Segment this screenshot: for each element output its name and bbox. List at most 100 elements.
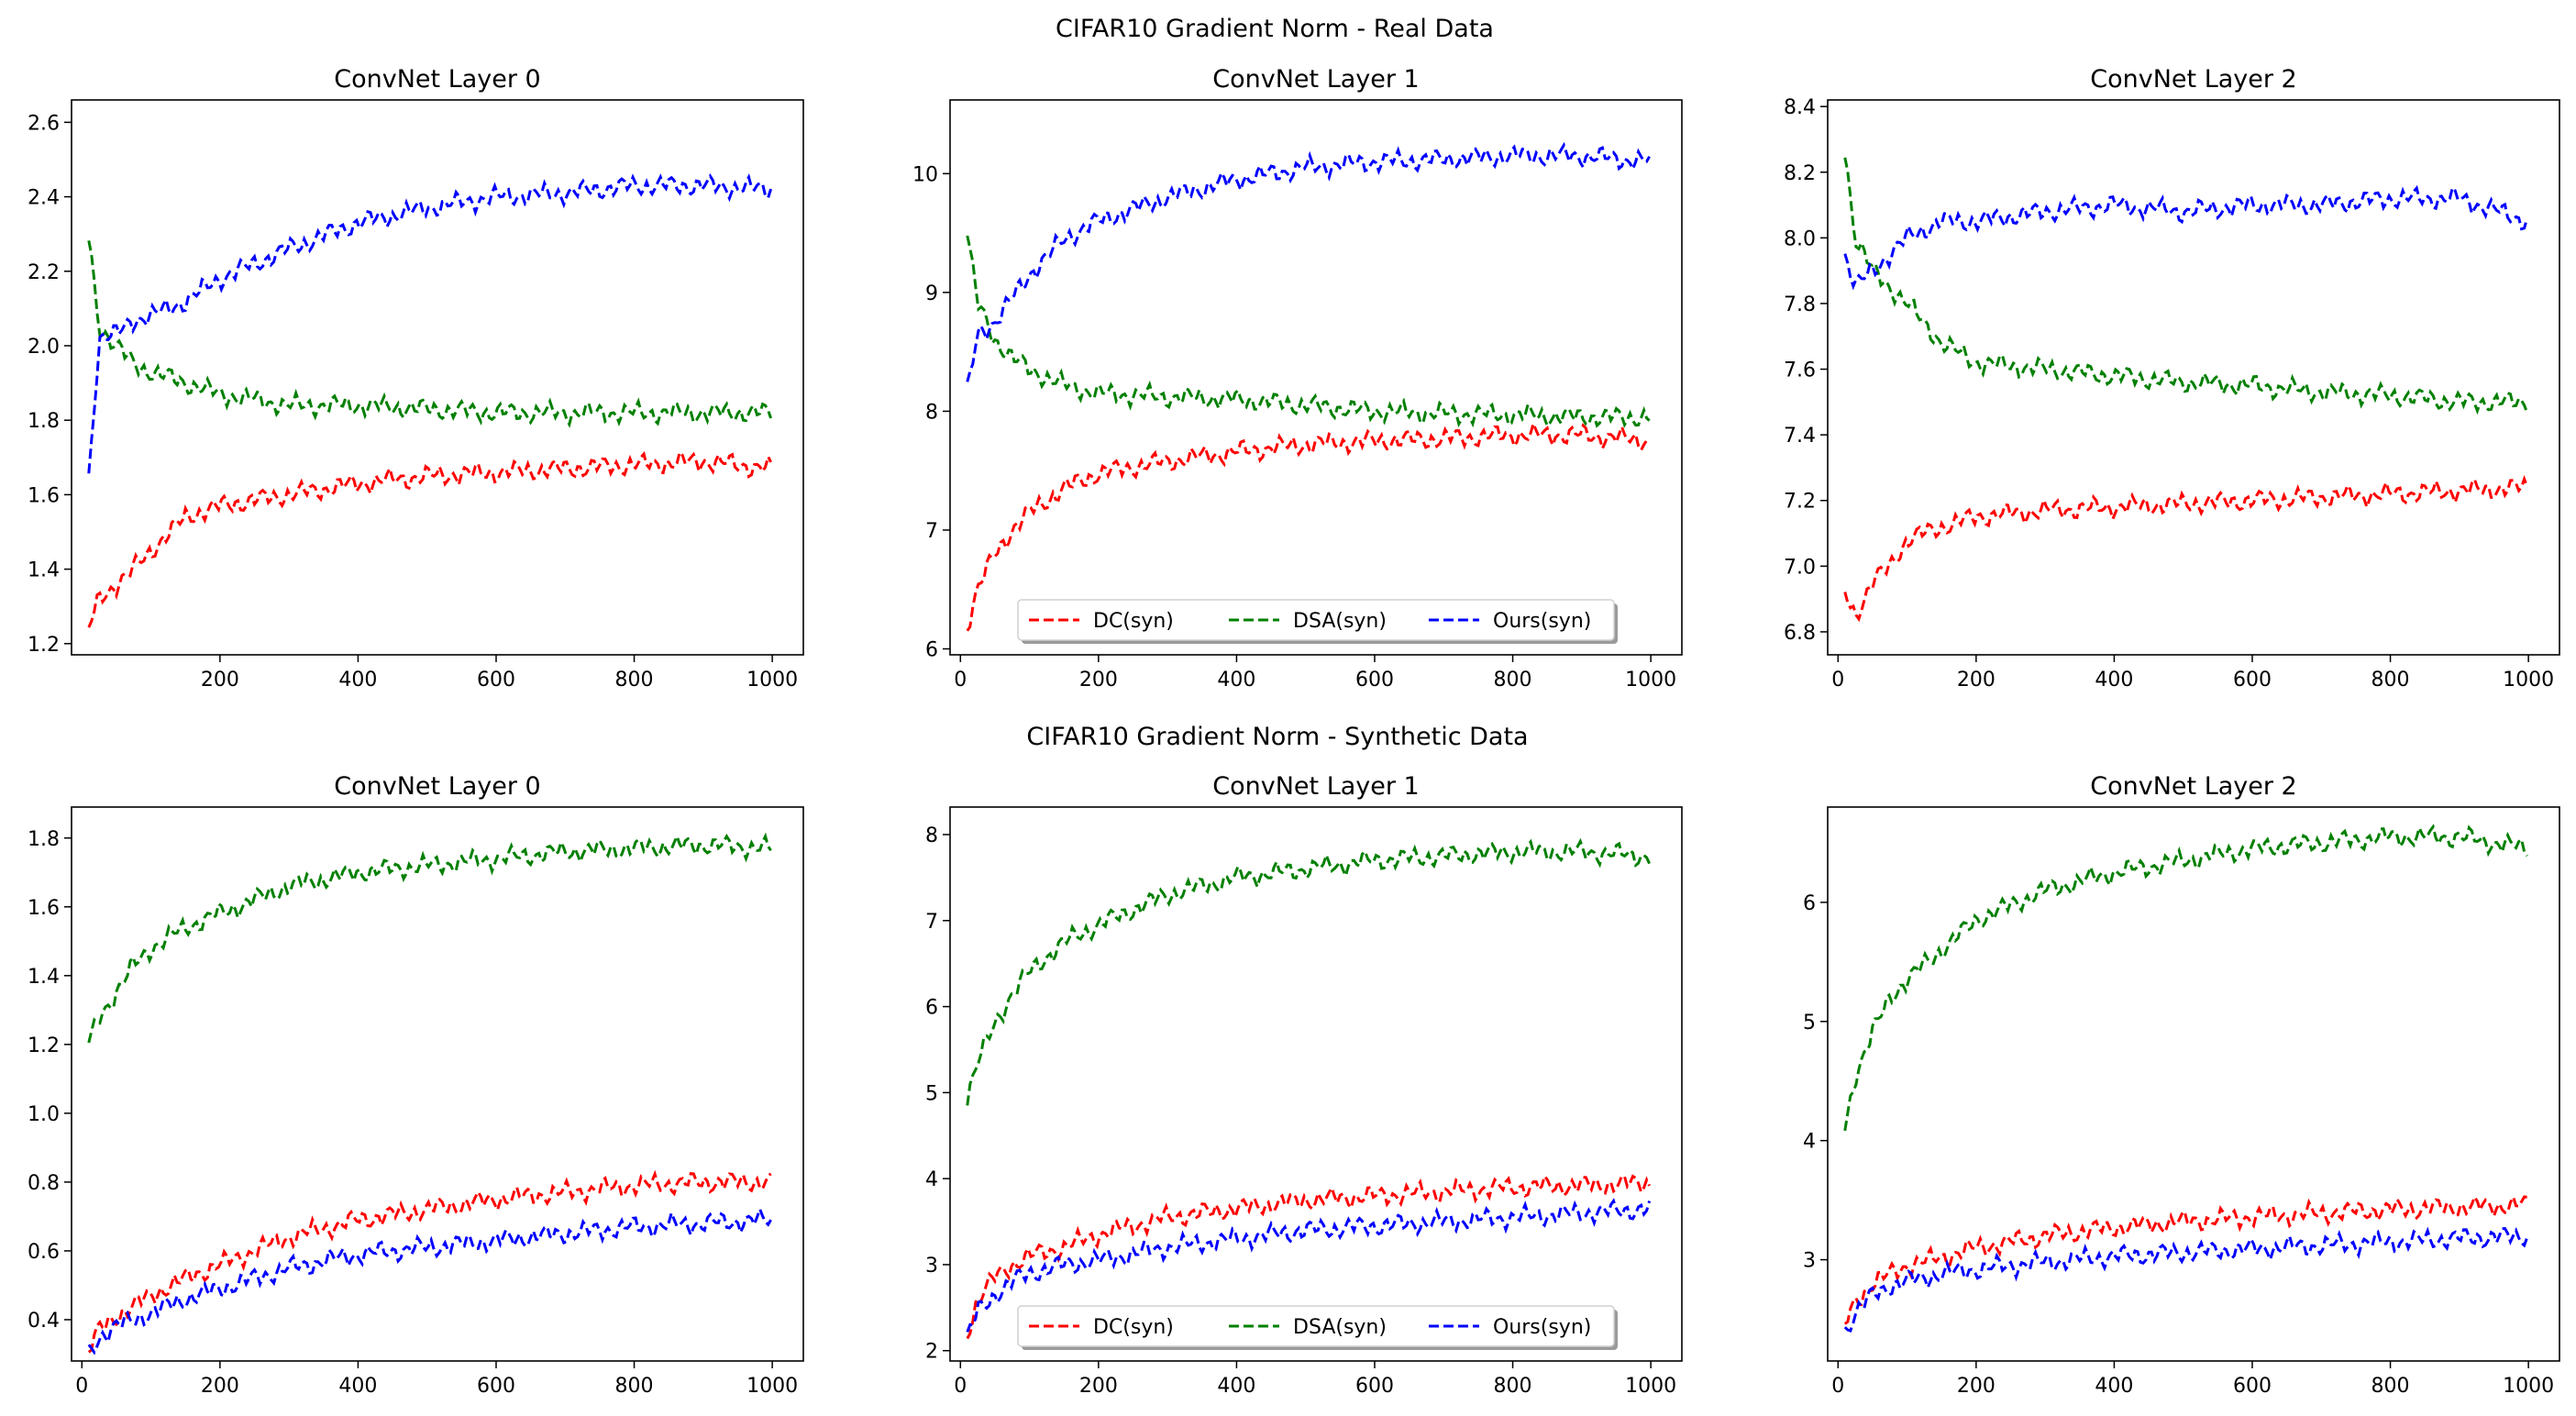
axes-frame [949, 99, 1683, 656]
series-line-dsasyn [966, 837, 1651, 1106]
y-tick-label: 8.2 [1784, 162, 1816, 185]
y-tick-label: 0.6 [28, 1241, 60, 1264]
chart-panel: ConvNet Layer 0 0 200 400 600 800 1000 0.4 0.6 0.… [28, 772, 804, 1398]
x-tick-label: 200 [1957, 669, 1996, 691]
x-tick-label: 1000 [746, 669, 798, 691]
panel-title: ConvNet Layer 2 [2090, 772, 2296, 801]
chart-panel: ConvNet Layer 2 0 200 400 600 800 1000 6.8 7.0 7.… [1784, 65, 2560, 691]
x-tick-label: 600 [2233, 669, 2272, 691]
x-tick-label: 0 [954, 1375, 967, 1398]
y-tick-label: 1.4 [28, 966, 60, 989]
y-tick-label: 6 [925, 997, 938, 1020]
y-tick-label: 0.8 [28, 1172, 60, 1195]
y-tick-label: 1.2 [28, 1034, 60, 1057]
x-tick-label: 600 [477, 1375, 515, 1398]
x-tick-label: 600 [2233, 1375, 2272, 1398]
series-line-dcsyn [1843, 1193, 2527, 1325]
series-line-dcsyn [1843, 474, 2529, 623]
axes-frame [1827, 806, 2560, 1362]
series-line-dcsyn [87, 448, 772, 628]
y-tick-label: 1.0 [28, 1103, 60, 1126]
y-tick-label: 1.4 [28, 559, 60, 582]
y-tick-label: 2.2 [28, 261, 60, 284]
x-tick-label: 1000 [1625, 669, 1676, 691]
y-tick-label: 2.6 [28, 112, 60, 135]
y-tick-label: 5 [1803, 1012, 1816, 1034]
series-line-dsasyn [1843, 824, 2528, 1132]
real-data-title: CIFAR10 Gradient Norm - Real Data [1056, 15, 1494, 43]
legend-label: DSA(syn) [1293, 610, 1387, 633]
y-tick-label: 3 [1803, 1250, 1816, 1273]
panel-title: ConvNet Layer 1 [1212, 772, 1419, 801]
y-tick-label: 7.8 [1784, 293, 1816, 316]
y-tick-label: 5 [925, 1082, 938, 1105]
x-tick-label: 400 [2095, 669, 2133, 691]
y-tick-label: 8 [925, 824, 938, 847]
panel-title: ConvNet Layer 1 [1212, 65, 1419, 94]
legend-label: DSA(syn) [1293, 1316, 1387, 1339]
y-tick-label: 8.4 [1784, 96, 1816, 119]
series-line-dcsyn [966, 1173, 1651, 1340]
x-tick-label: 400 [1217, 1375, 1255, 1398]
y-tick-label: 4 [1803, 1131, 1816, 1154]
axes-frame [71, 806, 804, 1362]
y-tick-label: 7.2 [1784, 491, 1816, 514]
x-tick-label: 800 [615, 1375, 654, 1398]
x-tick-label: 0 [1831, 669, 1844, 691]
x-tick-label: 800 [1494, 1375, 1532, 1398]
y-tick-label: 2.4 [28, 187, 60, 210]
x-tick-label: 600 [1355, 1375, 1394, 1398]
x-tick-label: 800 [615, 669, 654, 691]
chart-panel: ConvNet Layer 2 0 200 400 600 800 1000 3 4 5 6 [1803, 772, 2560, 1398]
series-line-ourssyn [966, 141, 1651, 382]
axes-frame [949, 806, 1683, 1362]
series-line-ourssyn [1843, 1226, 2529, 1333]
x-tick-label: 0 [1831, 1375, 1844, 1398]
y-tick-label: 0.4 [28, 1310, 60, 1333]
y-tick-label: 1.8 [28, 828, 60, 851]
panel-title: ConvNet Layer 2 [2090, 65, 2296, 94]
x-tick-label: 800 [2371, 669, 2410, 691]
x-tick-label: 200 [1957, 1375, 1996, 1398]
series-line-ourssyn [1843, 184, 2529, 291]
series-line-dsasyn [87, 832, 772, 1044]
y-tick-label: 9 [925, 282, 938, 305]
legend-box [1017, 1305, 1615, 1347]
axes-frame [71, 99, 804, 656]
y-tick-label: 10 [912, 163, 938, 186]
series-line-ourssyn [87, 172, 773, 474]
series-line-ourssyn [966, 1198, 1652, 1333]
x-tick-label: 400 [338, 1375, 377, 1398]
legend-box [1017, 599, 1615, 641]
y-tick-label: 3 [925, 1255, 938, 1278]
x-tick-label: 400 [2095, 1375, 2133, 1398]
legend-label: DC(syn) [1093, 610, 1174, 633]
x-tick-label: 200 [201, 669, 239, 691]
legend-label: DC(syn) [1093, 1316, 1174, 1339]
x-tick-label: 0 [954, 669, 967, 691]
x-tick-label: 1000 [746, 1375, 798, 1398]
legend-label: Ours(syn) [1493, 610, 1591, 633]
panel-title: ConvNet Layer 0 [334, 772, 540, 801]
series-line-dcsyn [966, 419, 1651, 632]
y-tick-label: 6.8 [1784, 622, 1816, 645]
x-tick-label: 1000 [2503, 669, 2554, 691]
chart-panel: ConvNet Layer 0 200 400 600 800 1000 1.2 1.4 1.6… [28, 65, 804, 691]
y-tick-label: 8.0 [1784, 227, 1816, 250]
series-line-dsasyn [87, 240, 773, 428]
x-tick-label: 1000 [1625, 1375, 1676, 1398]
y-tick-label: 6 [1803, 892, 1816, 915]
y-tick-label: 1.6 [28, 897, 60, 920]
y-tick-label: 1.6 [28, 484, 60, 507]
y-tick-label: 7 [925, 911, 938, 934]
y-tick-label: 2.0 [28, 336, 60, 359]
x-tick-label: 1000 [2503, 1375, 2554, 1398]
y-tick-label: 1.2 [28, 634, 60, 657]
y-tick-label: 8 [925, 401, 938, 424]
y-tick-label: 2 [925, 1341, 938, 1364]
x-tick-label: 400 [338, 669, 377, 691]
chart-panel: ConvNet Layer 1 0 200 400 600 800 1000 6 7 8 9 10 DC… [912, 65, 1683, 691]
x-tick-label: 0 [75, 1375, 88, 1398]
